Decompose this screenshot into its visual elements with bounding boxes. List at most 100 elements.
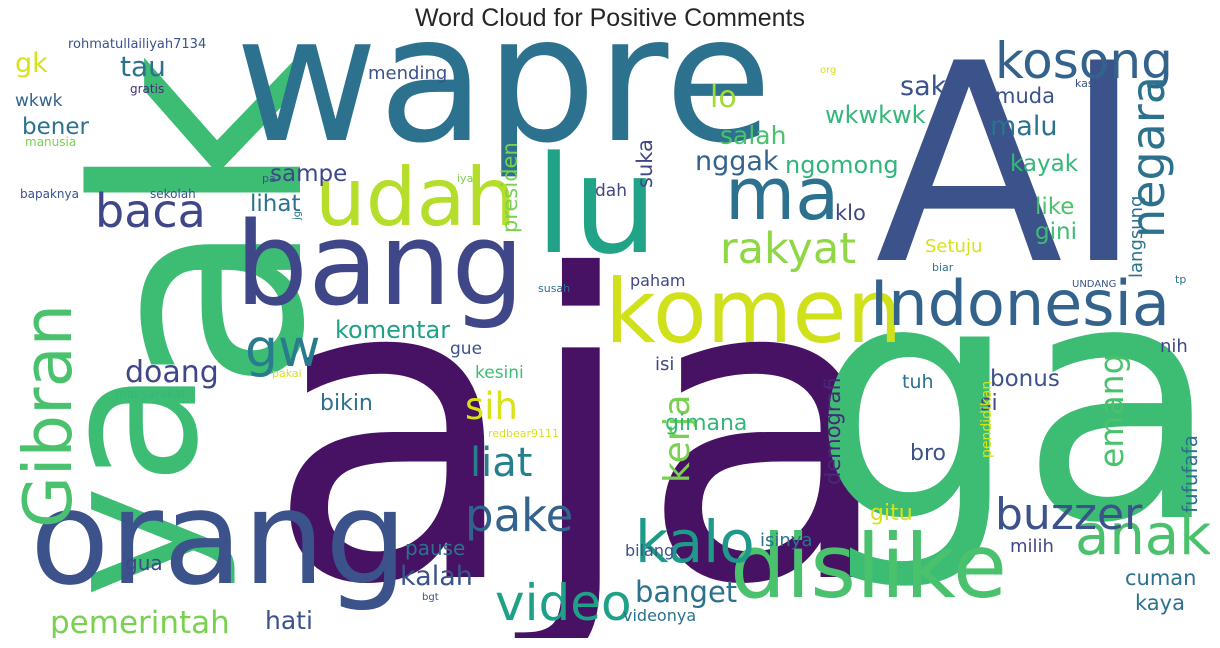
word-gratis: gratis (130, 82, 165, 96)
word-rakyat: rakyat (720, 224, 857, 274)
word-baca: baca (95, 184, 206, 238)
word-jg: jg (292, 210, 303, 220)
word-sampe: sampe (270, 161, 348, 187)
word-tp: tp (1175, 273, 1187, 286)
word-gue: gue (450, 339, 483, 359)
word-wkwk: wkwk (15, 91, 63, 111)
word-ga: ga (810, 211, 1210, 595)
word-sekolah: sekolah (150, 187, 196, 201)
word-wkwkwk: wkwkwk (825, 101, 926, 129)
word-susah: susah (538, 282, 571, 295)
word-gibran: Gibran (10, 303, 87, 528)
word-komen: komen (605, 260, 903, 363)
word-si: si (980, 391, 998, 416)
word-kalah: kalah (400, 561, 473, 592)
word-indonesia: Indonesia (870, 267, 1170, 340)
word-isinya: isinya (760, 530, 813, 551)
word-manusia: manusia (25, 135, 77, 149)
word-videonya: videonya (623, 606, 697, 625)
word-orang: orang (30, 462, 408, 614)
word-bgt: bgt (422, 592, 439, 603)
word-milih: milih (1010, 536, 1054, 557)
word-udah: udah (315, 151, 517, 244)
word-kasian: kasian (1075, 77, 1111, 90)
word-mk: MK (965, 67, 981, 78)
word-lihat: lihat (250, 191, 301, 217)
word-wapre: wapre (235, 38, 773, 182)
word-bener: bener (22, 114, 89, 140)
word-setuju: Setuju (925, 236, 983, 257)
word-org: org (820, 65, 837, 76)
word-isi: isi (655, 354, 675, 375)
word-cloud: aja ga ak wapre AI ya orang bang lu udah komen disl… (10, 38, 1210, 638)
word-salah: salah (720, 121, 787, 150)
word-cuman: cuman (1125, 566, 1197, 590)
word-mending: mending (368, 63, 448, 84)
word-liat: liat (470, 440, 533, 486)
word-pake: pake (465, 489, 574, 542)
word-komentar: komentar (335, 316, 451, 344)
word-pa: pa (262, 172, 276, 185)
word-fufufafa: fufufafa (1178, 434, 1202, 513)
word-gini: gini (1035, 219, 1077, 245)
word-kayak: kayak (1010, 151, 1079, 177)
word-sakit: sakit (900, 71, 965, 102)
word-dislike: dislike (730, 515, 1008, 618)
word-bilang: bilang (625, 541, 675, 560)
word-video: video (495, 574, 632, 632)
word-buzzer: buzzer (995, 489, 1143, 540)
word-like: like (1035, 194, 1075, 220)
word-bang: bang (235, 198, 525, 332)
word-suka: suka (633, 139, 657, 188)
word-nggak: nggak (695, 146, 779, 177)
word-lu: lu (535, 127, 659, 284)
word-paham: paham (630, 271, 686, 290)
word-biar: biar (932, 261, 954, 274)
word-masyarakat: masyarakat (115, 387, 186, 401)
word-sih: sih (465, 385, 519, 428)
word-demografi: demografi (821, 377, 845, 485)
word-tuh: tuh (902, 371, 934, 393)
word-langsung: langsung (1126, 195, 1147, 279)
word-ma: ma (725, 152, 840, 236)
word-pakai: pakai (272, 367, 302, 380)
word-kaya: kaya (1135, 591, 1185, 615)
word-lo: lo (710, 80, 737, 115)
word-gua: gua (125, 551, 163, 575)
word-gk: gk (15, 48, 48, 79)
word-muda: muda (995, 84, 1055, 108)
word-ai: AI (875, 38, 1145, 325)
word-kesini: kesini (475, 363, 524, 383)
word-rohmatullailiyah7134: rohmatullailiyah7134 (68, 38, 207, 52)
word-bonus: bonus (990, 366, 1060, 392)
word-kerja: kerja (657, 394, 698, 483)
word-gw: gw (245, 319, 321, 379)
word-bikin: bikin (320, 391, 373, 416)
word-gimana: gimana (665, 411, 748, 436)
word-kosong: kosong (995, 38, 1173, 90)
word-bro: bro (910, 441, 946, 466)
word-undang: UNDANG (1072, 279, 1117, 290)
word-banget: banget (635, 575, 738, 609)
word-aja: aja (265, 188, 897, 639)
word-redbear9111: redbear9111 (488, 427, 560, 440)
word-hati: hati (265, 606, 313, 635)
word-dah: dah (595, 181, 627, 201)
word-iya: iya (457, 172, 474, 185)
word-pemerintah: pemerintah (50, 605, 230, 639)
word-tau: tau (120, 50, 166, 83)
word-nih: nih (1160, 336, 1188, 357)
word-anak: anak (1075, 503, 1210, 568)
word-kalo: kalo (635, 508, 755, 576)
word-ngomong: ngomong (785, 151, 899, 179)
word-emang: emang (1092, 353, 1131, 468)
word-bapaknya: bapaknya (20, 187, 79, 201)
word-gitu: gitu (870, 501, 913, 526)
word-malu: malu (990, 111, 1058, 142)
word-pause: pause (405, 536, 466, 560)
chart-title: Word Cloud for Positive Comments (415, 4, 805, 32)
word-klo: klo (835, 201, 866, 225)
word-doang: doang (125, 355, 219, 390)
word-presiden: presiden (498, 142, 522, 233)
word-pendidikan: pendidikan (979, 380, 995, 458)
